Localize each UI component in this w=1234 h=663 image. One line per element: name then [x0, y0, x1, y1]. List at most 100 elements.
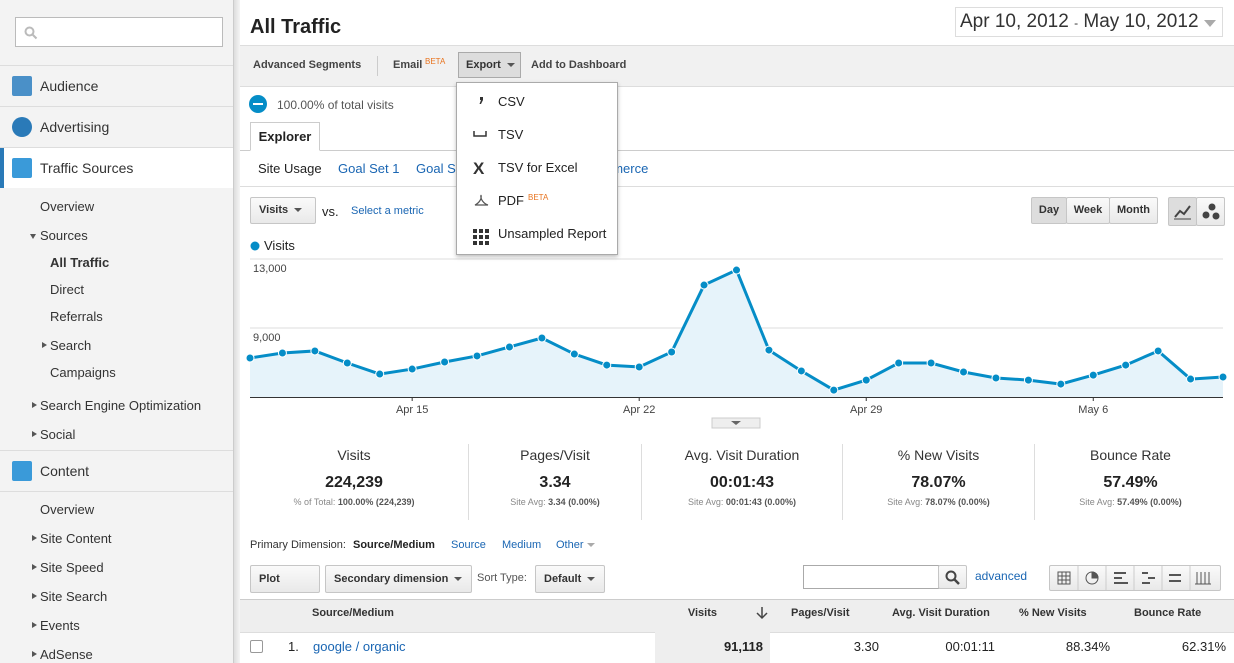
menu-item[interactable]: TSV for Excel [498, 160, 578, 175]
data-point [245, 353, 255, 363]
filter-input[interactable] [803, 565, 939, 589]
nav-item[interactable]: All Traffic [50, 255, 110, 270]
nav-item[interactable]: Sources [40, 228, 88, 243]
expand-arrow [32, 651, 37, 657]
select-metric[interactable]: Select a metric [351, 205, 424, 217]
metric-select[interactable]: Visits [250, 197, 316, 224]
subtab[interactable]: Site Usage [258, 161, 322, 176]
chart: 13,000 9,000 May 6 Apr 29 Apr 22 Apr 15 Visits [245, 238, 1228, 429]
scorecard-value: 00:01:43 [709, 474, 775, 491]
nav-item[interactable]: Direct [50, 282, 84, 297]
legend-label: Visits [264, 238, 295, 253]
separator [377, 56, 378, 76]
source-link[interactable]: google / organic [313, 639, 406, 654]
search-icon [24, 26, 38, 40]
week-button[interactable]: Week [1066, 197, 1110, 224]
nav-item[interactable]: Social [40, 427, 76, 442]
nav-icon [12, 117, 32, 137]
export-label: Export [466, 59, 501, 71]
y-tick-label: 9,000 [253, 332, 281, 344]
search-box[interactable] [15, 17, 223, 47]
plot-rows[interactable]: Plot Rows [250, 565, 320, 611]
nav-item[interactable]: Campaigns [50, 365, 116, 380]
expand-arrow [32, 593, 37, 599]
nav-item[interactable]: Overview [40, 199, 95, 214]
export-menu: X CSV TSV TSV for Excel PDF BETA Unsampl… [456, 82, 618, 255]
scorecard-note-value: 78.07% (0.00%) [925, 497, 990, 507]
export-button[interactable]: Export [458, 52, 521, 78]
advanced-segments[interactable]: Advanced Segments [253, 59, 362, 71]
subtab[interactable]: Goal Set 1 [338, 161, 400, 176]
dimension-label: Primary Dimension: [250, 539, 346, 551]
scorecard-note-label: Site Avg: [688, 497, 724, 507]
sort-select[interactable]: Default [535, 565, 605, 593]
x-tick-label: May 6 [1078, 404, 1108, 416]
explorer-tab[interactable]: Explorer [250, 122, 320, 151]
expand-arrow [32, 564, 37, 570]
scorecard-note-value: 3.34 (0.00%) [548, 497, 600, 507]
add-to-dashboard[interactable]: Add to Dashboard [531, 59, 627, 71]
day-button[interactable]: Day [1031, 197, 1067, 224]
nav-item[interactable]: Site Content [40, 531, 112, 546]
line-chart-button[interactable] [1168, 197, 1197, 226]
nav-item[interactable]: Events [40, 618, 80, 633]
menu-item[interactable]: TSV [498, 127, 524, 142]
menu-item[interactable]: PDF [498, 193, 524, 208]
data-point [407, 364, 417, 374]
filter-button[interactable] [938, 565, 967, 589]
advanced-link[interactable]: advanced [975, 569, 1028, 583]
data-point [310, 346, 320, 356]
nav-section[interactable]: Advertising [40, 119, 110, 135]
nav-separator [0, 65, 233, 66]
nav-item[interactable]: Site Speed [40, 560, 104, 575]
dimension-option[interactable]: Medium [502, 539, 542, 551]
view-switcher[interactable] [1049, 565, 1221, 591]
nav-item[interactable]: Site Search [40, 589, 108, 604]
scroll-caret [731, 421, 741, 425]
nav-active-bg [0, 148, 233, 188]
nav-item[interactable]: Overview [40, 502, 95, 517]
nav-icon [12, 76, 32, 96]
table-header [240, 599, 1234, 633]
date-range[interactable]: Apr 10, 2012 - May 10, 2012 [955, 7, 1223, 37]
data-point [699, 280, 709, 290]
dimension-option[interactable]: Other [556, 539, 595, 551]
scorecard-note-label: Site Avg: [887, 497, 923, 507]
visits-cell-bg [655, 631, 770, 663]
expand-arrow [32, 431, 37, 437]
date-caret [1204, 20, 1216, 27]
x-tick-label: Apr 22 [623, 404, 655, 416]
data-point [277, 348, 287, 358]
motion-chart-button[interactable] [1196, 197, 1225, 226]
secondary-dimension[interactable]: Secondary dimension [325, 565, 472, 593]
email[interactable]: Email [393, 59, 423, 71]
nav-section[interactable]: Traffic Sources [40, 160, 134, 176]
scorecard-label: Avg. Visit Duration [684, 447, 800, 463]
menu-icons: X [473, 97, 489, 245]
dimension-option[interactable]: Source [451, 539, 486, 551]
nav-section[interactable]: Audience [40, 78, 99, 94]
nav-item[interactable]: Referrals [50, 309, 103, 324]
data-point [1023, 375, 1033, 385]
svg-text:X: X [473, 159, 485, 178]
scorecard-label: Visits [337, 447, 371, 463]
table-cell: 3.30 [853, 639, 879, 654]
nav-section[interactable]: Content [40, 463, 90, 479]
data-point [472, 351, 482, 361]
month-button[interactable]: Month [1109, 197, 1158, 224]
scorecard-note-label: Site Avg: [1079, 497, 1115, 507]
date-sep: - [1074, 16, 1079, 30]
data-point [504, 342, 514, 352]
nav-separator [0, 491, 233, 492]
scorecard-note: Site Avg: 78.07% (0.00%) [843, 497, 1034, 507]
nav-item[interactable]: AdSense [40, 647, 93, 662]
scorecard-value: 224,239 [325, 474, 383, 491]
dimension-option[interactable]: Source/Medium [353, 539, 435, 551]
menu-item[interactable]: CSV [498, 94, 525, 109]
scorecard-label: Bounce Rate [1090, 447, 1171, 463]
nav-item[interactable]: Search Engine Optimization [40, 398, 202, 413]
nav-item[interactable]: Search [50, 338, 92, 353]
nav-separator [0, 147, 233, 148]
expand-arrow [32, 535, 37, 541]
menu-item[interactable]: Unsampled Report [498, 226, 607, 241]
